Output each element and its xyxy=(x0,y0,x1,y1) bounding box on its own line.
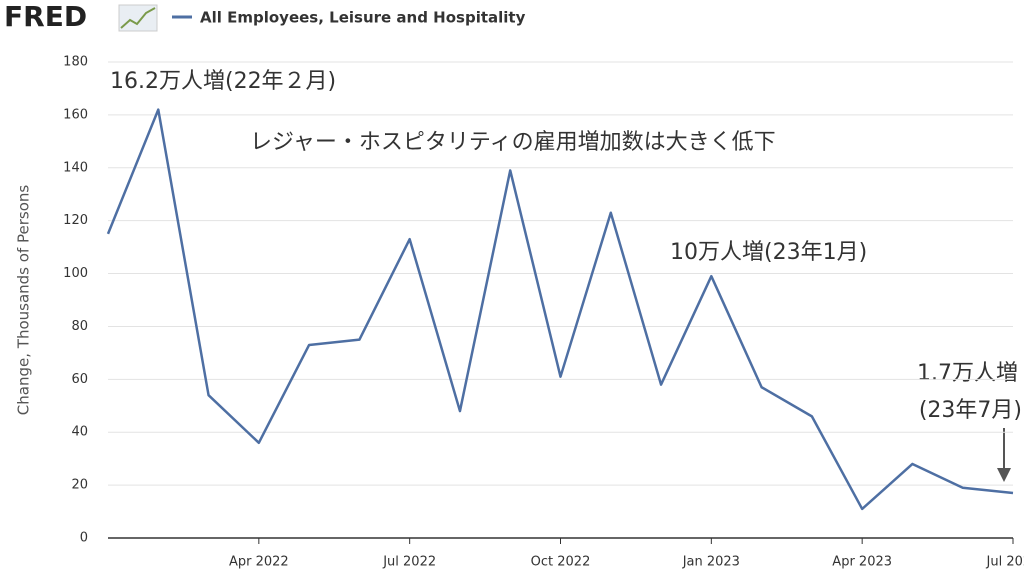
arrow xyxy=(997,428,1011,482)
y-axis-title: Change, Thousands of Persons xyxy=(15,185,33,416)
annotation: 16.2万人増(22年２月) xyxy=(110,69,336,94)
y-tick-label: 100 xyxy=(63,266,88,281)
x-tick-label: Apr 2023 xyxy=(832,555,892,570)
x-tick-label: Apr 2022 xyxy=(229,555,289,570)
logo-icon xyxy=(118,4,158,32)
x-tick-label: Jul 2022 xyxy=(382,555,436,570)
y-tick-label: 140 xyxy=(63,160,88,175)
legend-label: All Employees, Leisure and Hospitality xyxy=(200,9,526,27)
y-tick-label: 80 xyxy=(71,319,88,334)
x-tick-label: Jan 2023 xyxy=(682,555,740,570)
annotation: 10万人増(23年1月) xyxy=(670,240,867,265)
x-tick-label: Jul 2023 xyxy=(986,555,1024,570)
y-tick-label: 20 xyxy=(71,478,88,493)
y-tick-label: 40 xyxy=(71,425,88,440)
y-tick-label: 180 xyxy=(63,55,88,70)
annotation: 1.7万人増 xyxy=(917,361,1018,386)
annotation: (23年7月) xyxy=(919,398,1022,423)
y-tick-label: 160 xyxy=(63,107,88,122)
y-tick-label: 60 xyxy=(71,372,88,387)
y-tick-label: 120 xyxy=(63,213,88,228)
y-tick-label: 0 xyxy=(80,531,88,546)
logo: FRED xyxy=(4,0,87,33)
x-tick-label: Oct 2022 xyxy=(531,555,591,570)
annotation: レジャー・ホスピタリティの雇用増加数は大きく低下 xyxy=(250,130,776,155)
data-line xyxy=(106,108,1014,511)
